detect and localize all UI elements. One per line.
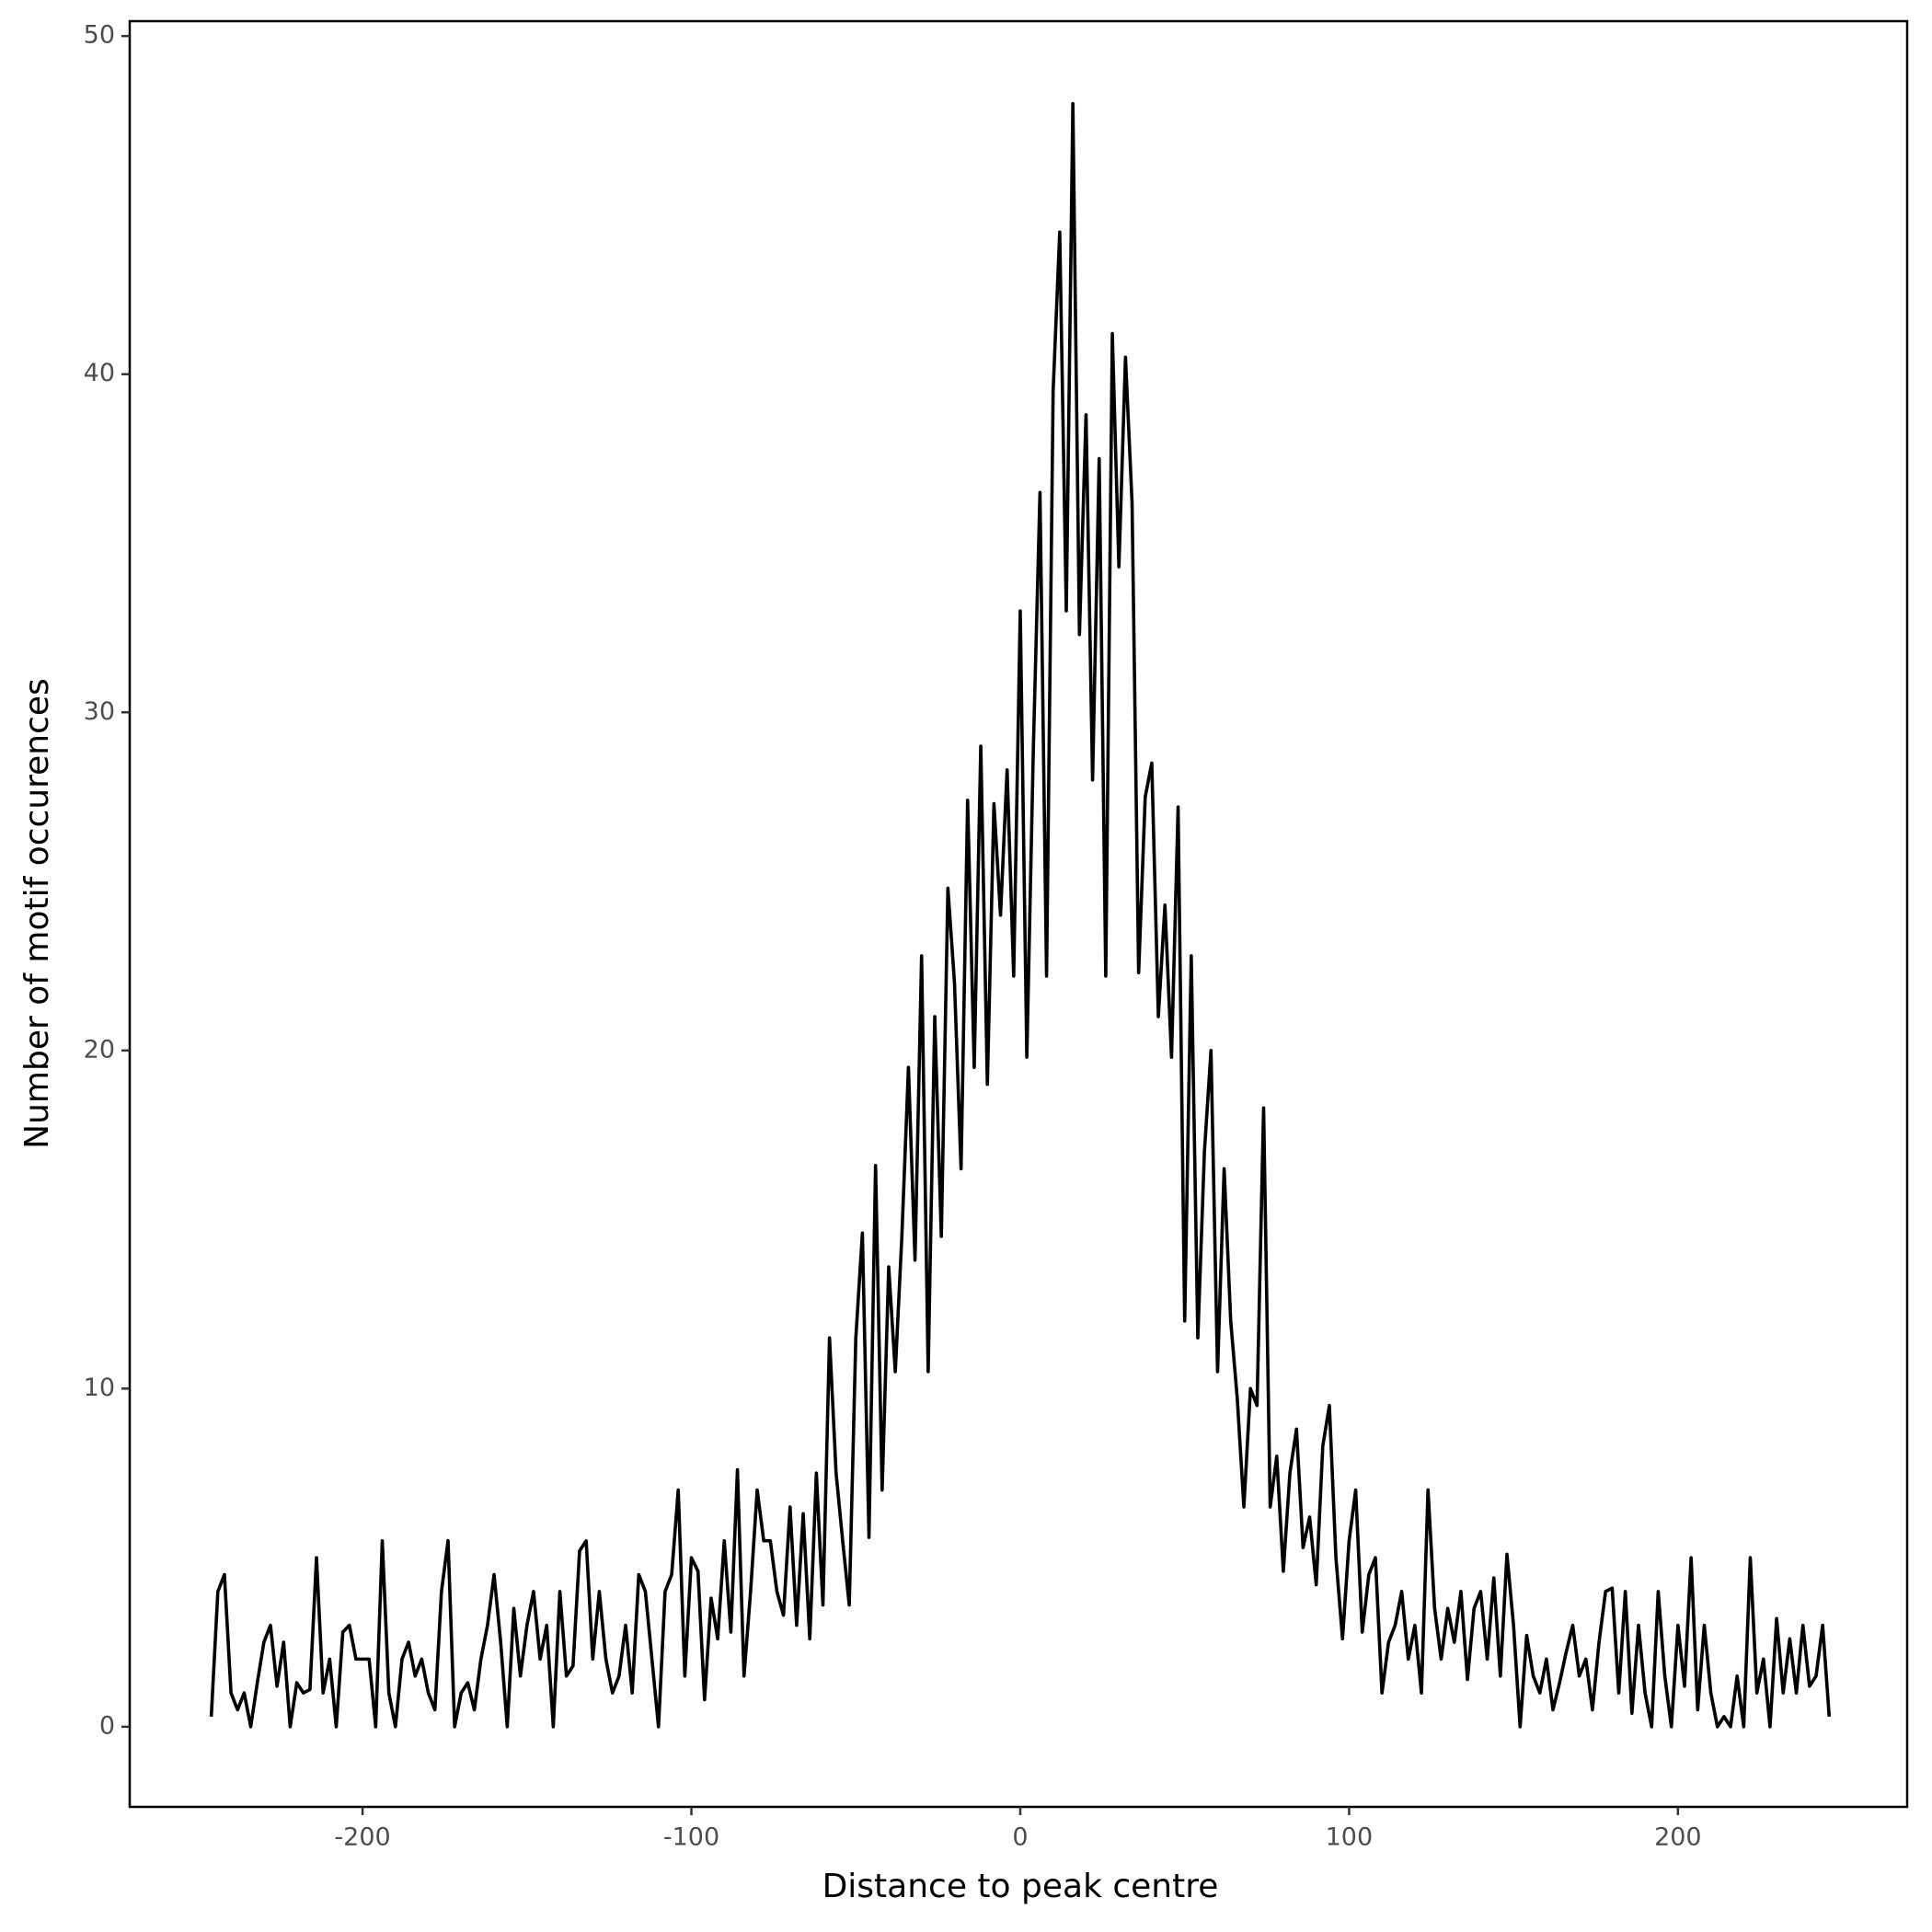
x-tick-label: 0 [1012,1823,1028,1852]
y-tick-label: 30 [84,697,115,726]
x-tick-label: -100 [663,1823,719,1852]
x-tick-label: 200 [1654,1823,1702,1852]
y-tick-label: 50 [84,21,115,50]
x-tick-label: -200 [334,1823,390,1852]
y-tick-label: 40 [84,359,115,387]
y-tick-label: 20 [84,1035,115,1064]
plot-border [128,19,1909,1809]
y-tick-label: 10 [84,1374,115,1402]
data-line [209,101,1832,1729]
x-axis-title: Distance to peak centre [822,1868,1219,1905]
x-tick-label: 100 [1326,1823,1374,1852]
y-axis-title: Number of motif occurences [18,678,56,1149]
y-tick-label: 0 [99,1711,115,1740]
